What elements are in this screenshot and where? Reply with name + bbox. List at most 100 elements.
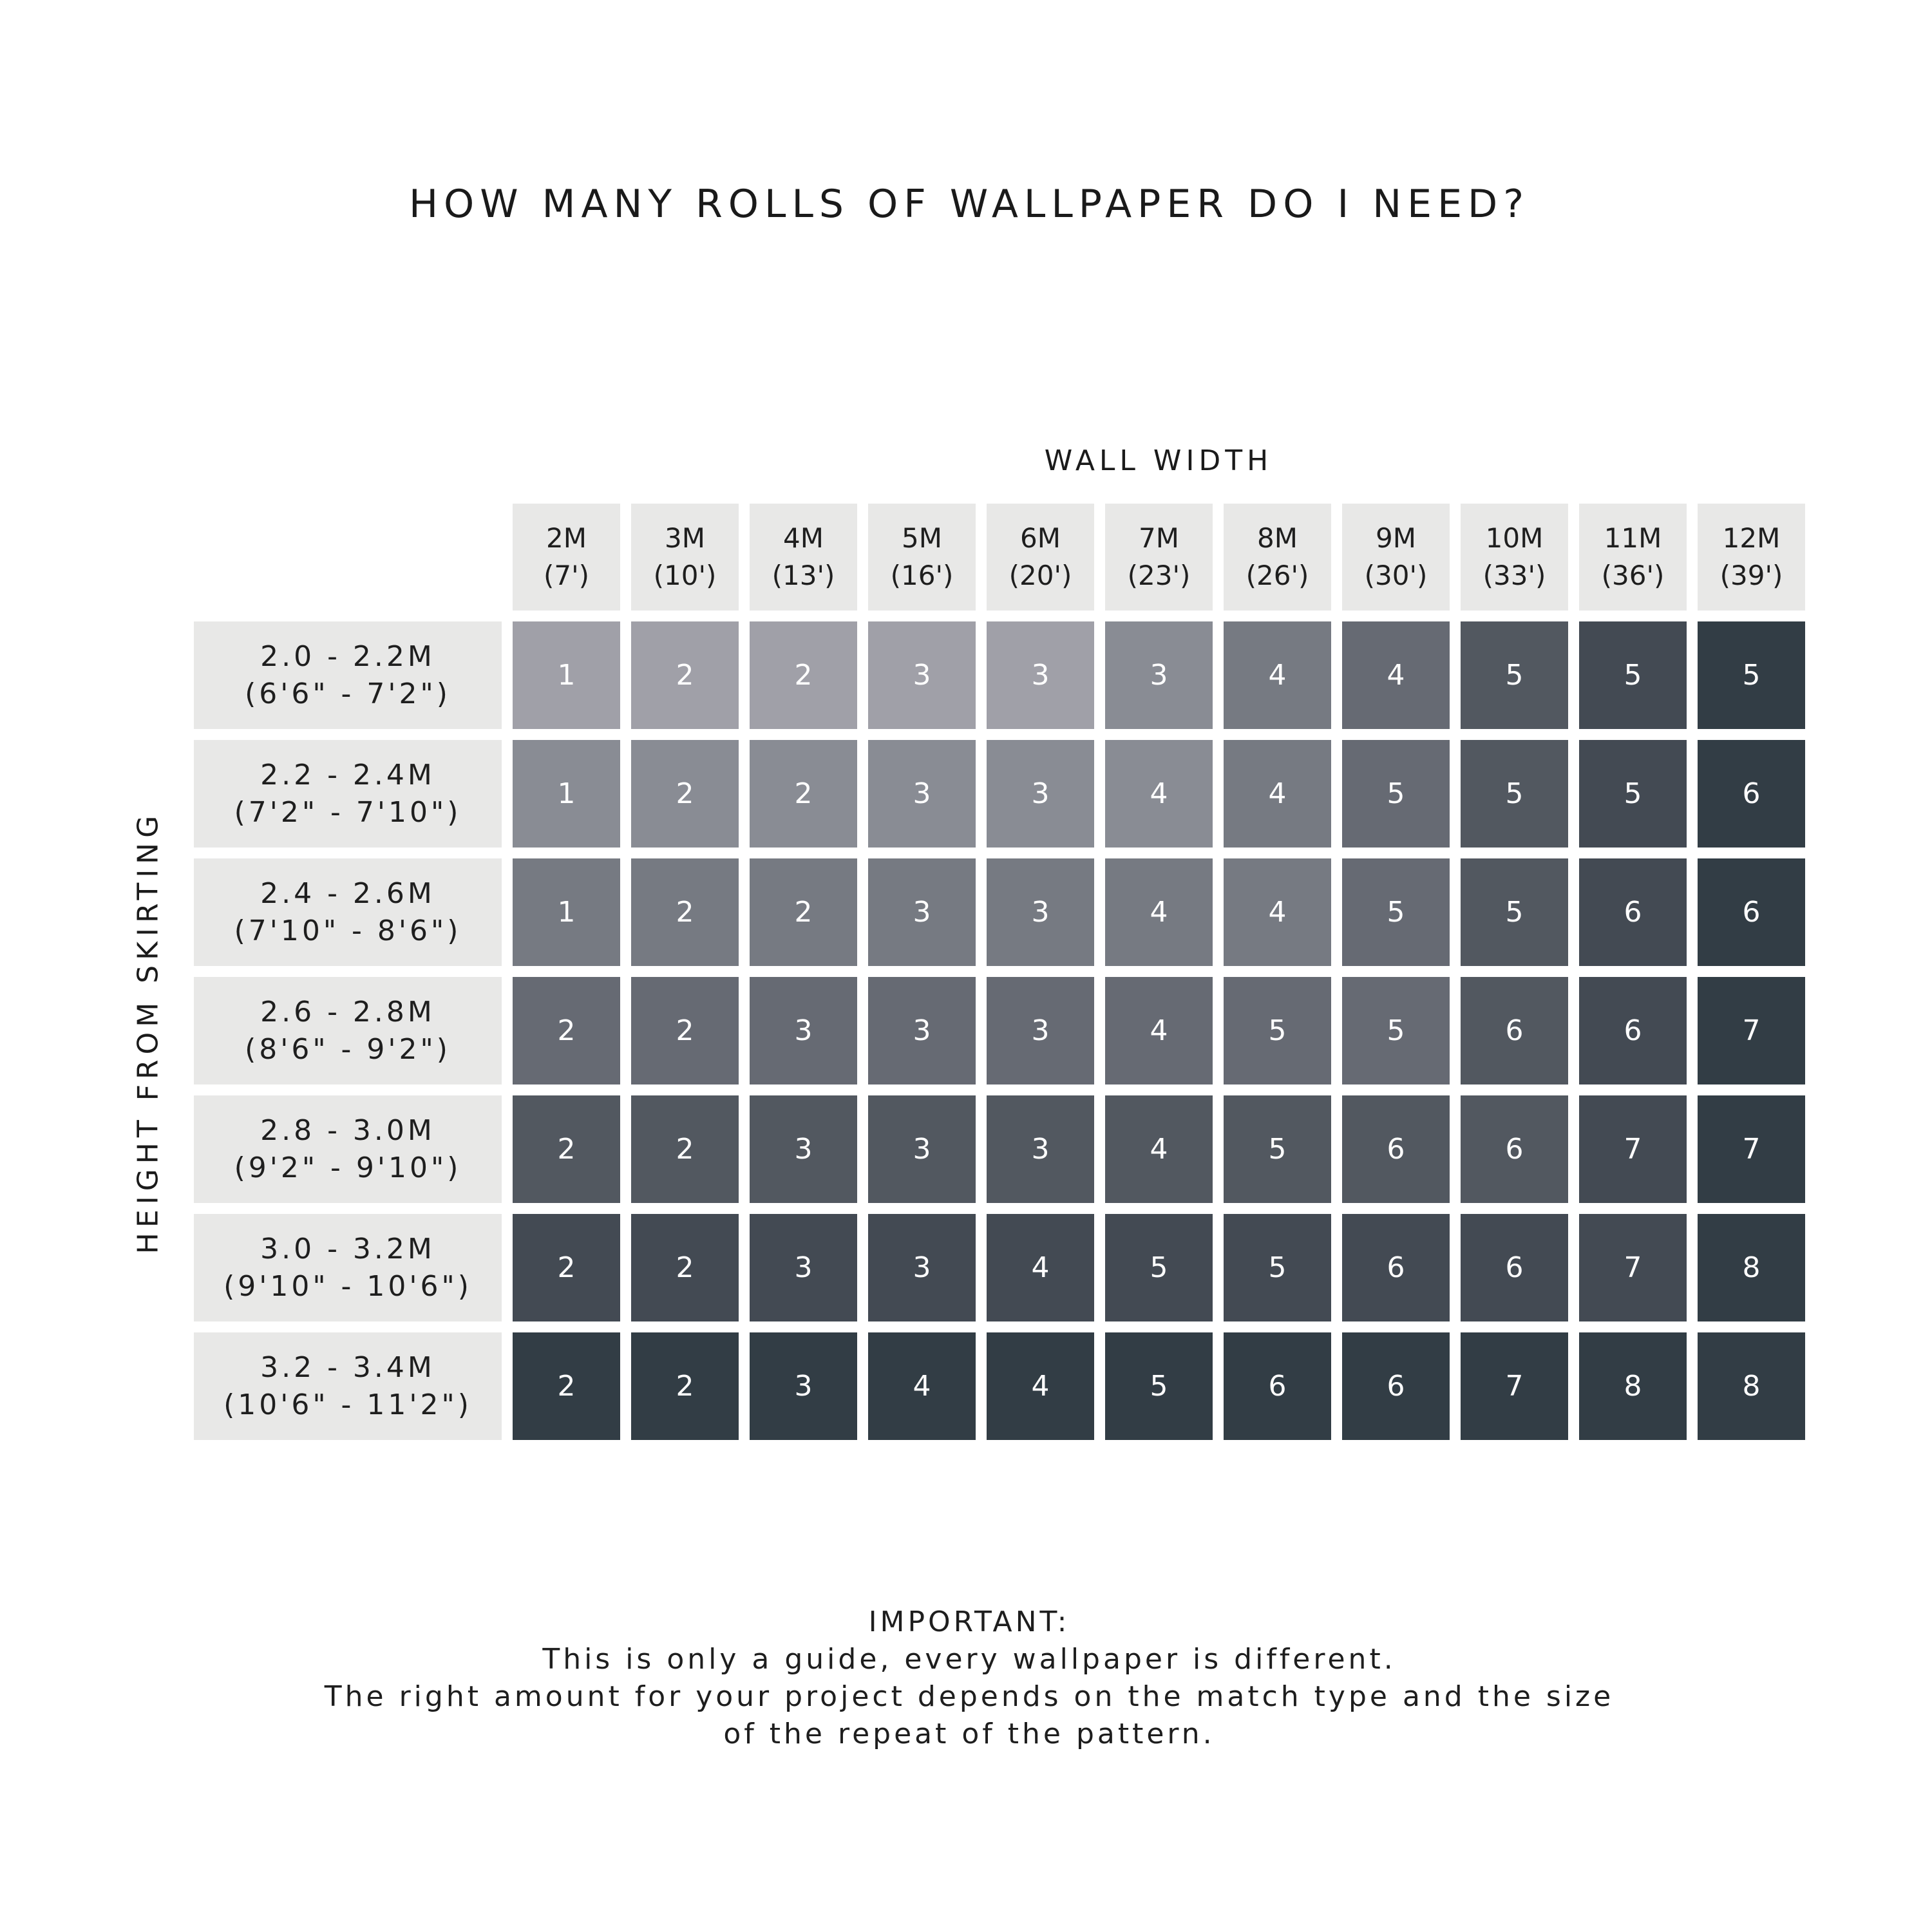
row-header-feet: (9'10" - 10'6") [223,1269,472,1303]
table-cell: 6 [1342,1095,1450,1203]
column-header-metric: 9M [1376,522,1416,554]
footer-heading: IMPORTANT: [868,1605,1070,1638]
column-header: 5M (16') [868,504,976,611]
table-cell: 2 [513,1332,620,1440]
table-cell: 5 [1579,621,1687,729]
footer-line: This is only a guide, every wallpaper is… [542,1643,1396,1676]
table-cell: 2 [631,740,739,848]
column-header: 8M (26') [1224,504,1331,611]
table-cell: 3 [868,740,976,848]
table-cell: 5 [1105,1214,1213,1321]
table-cell: 2 [750,858,857,966]
column-header-feet: (39') [1719,560,1783,591]
row-header-metric: 2.2 - 2.4M [260,758,435,791]
footer-line: The right amount for your project depend… [324,1680,1615,1713]
column-header: 11M (36') [1579,504,1687,611]
table-cell: 3 [868,977,976,1084]
column-header-metric: 6M [1020,522,1061,554]
table-cell: 2 [513,1095,620,1203]
table-cell: 4 [1105,977,1213,1084]
table-cell: 3 [750,1332,857,1440]
table-cell: 5 [1342,977,1450,1084]
table-cell: 3 [987,977,1094,1084]
table-cell: 6 [1461,1214,1568,1321]
table-cell: 5 [1224,977,1331,1084]
column-header-feet: (33') [1482,560,1546,591]
table-cell: 2 [750,621,857,729]
row-header-feet: (7'2" - 7'10") [234,795,462,829]
table-cell: 7 [1579,1095,1687,1203]
table-cell: 5 [1698,621,1805,729]
column-header-metric: 4M [783,522,824,554]
table-cell: 6 [1698,858,1805,966]
row-header: 3.0 - 3.2M (9'10" - 10'6") [194,1214,502,1321]
row-header-feet: (8'6" - 9'2") [245,1032,451,1066]
row-header: 2.0 - 2.2M (6'6" - 7'2") [194,621,502,729]
table-cell: 5 [1342,858,1450,966]
row-header-feet: (6'6" - 7'2") [245,677,451,710]
table-cell: 6 [1461,1095,1568,1203]
table-cell: 5 [1579,740,1687,848]
row-header: 2.2 - 2.4M (7'2" - 7'10") [194,740,502,848]
column-header-metric: 10M [1485,522,1544,554]
table-cell: 5 [1461,740,1568,848]
table-cell: 4 [1105,740,1213,848]
row-header-metric: 2.8 - 3.0M [260,1113,435,1147]
table-cell: 3 [750,977,857,1084]
column-header-metric: 2M [546,522,587,554]
table-cell: 2 [631,1095,739,1203]
column-header: 3M (10') [631,504,739,611]
table-cell: 4 [1105,1095,1213,1203]
table-cell: 1 [513,858,620,966]
table-cell: 2 [513,1214,620,1321]
table-cell: 3 [750,1214,857,1321]
row-header: 3.2 - 3.4M (10'6" - 11'2") [194,1332,502,1440]
table-cell: 5 [1105,1332,1213,1440]
row-header-metric: 2.4 - 2.6M [260,876,435,910]
table-cell: 7 [1579,1214,1687,1321]
table-cell: 6 [1579,858,1687,966]
table-cell: 5 [1461,858,1568,966]
column-header: 6M (20') [987,504,1094,611]
column-header-metric: 3M [665,522,705,554]
column-header-feet: (23') [1127,560,1191,591]
row-header-metric: 2.0 - 2.2M [260,639,435,673]
rolls-table: 2M (7') 3M (10') 4M (13') 5M (16') 6M (20') 7M (23'… [194,504,1805,1440]
table-cell: 3 [1105,621,1213,729]
table-cell: 8 [1698,1332,1805,1440]
column-header-metric: 7M [1139,522,1179,554]
column-header: 12M (39') [1698,504,1805,611]
column-header: 7M (23') [1105,504,1213,611]
column-header-feet: (30') [1364,560,1428,591]
table-cell: 4 [1224,858,1331,966]
column-header-metric: 5M [902,522,942,554]
footer-line: of the repeat of the pattern. [723,1718,1215,1750]
table-cell: 5 [1224,1214,1331,1321]
row-header-metric: 3.2 - 3.4M [260,1350,435,1384]
table-cell: 3 [868,621,976,729]
table-corner [194,504,502,611]
column-header-metric: 12M [1722,522,1781,554]
table-cell: 2 [631,1214,739,1321]
table-cell: 2 [631,1332,739,1440]
table-cell: 3 [868,858,976,966]
table-cell: 3 [868,1214,976,1321]
table-cell: 6 [1342,1214,1450,1321]
column-header-metric: 11M [1604,522,1662,554]
table-cell: 6 [1461,977,1568,1084]
table-cell: 5 [1224,1095,1331,1203]
column-header: 10M (33') [1461,504,1568,611]
table-cell: 2 [750,740,857,848]
column-header: 4M (13') [750,504,857,611]
column-header-feet: (26') [1245,560,1309,591]
table-cell: 2 [513,977,620,1084]
column-header: 9M (30') [1342,504,1450,611]
table-cell: 3 [987,858,1094,966]
y-axis-label: HEIGHT FROM SKIRTING [131,810,165,1255]
table-cell: 3 [868,1095,976,1203]
row-header-feet: (10'6" - 11'2") [223,1388,472,1421]
footer-note: IMPORTANT: This is only a guide, every w… [0,1604,1932,1753]
table-cell: 4 [1224,621,1331,729]
chart-title: HOW MANY ROLLS OF WALLPAPER DO I NEED? [408,182,1530,227]
table-cell: 8 [1579,1332,1687,1440]
